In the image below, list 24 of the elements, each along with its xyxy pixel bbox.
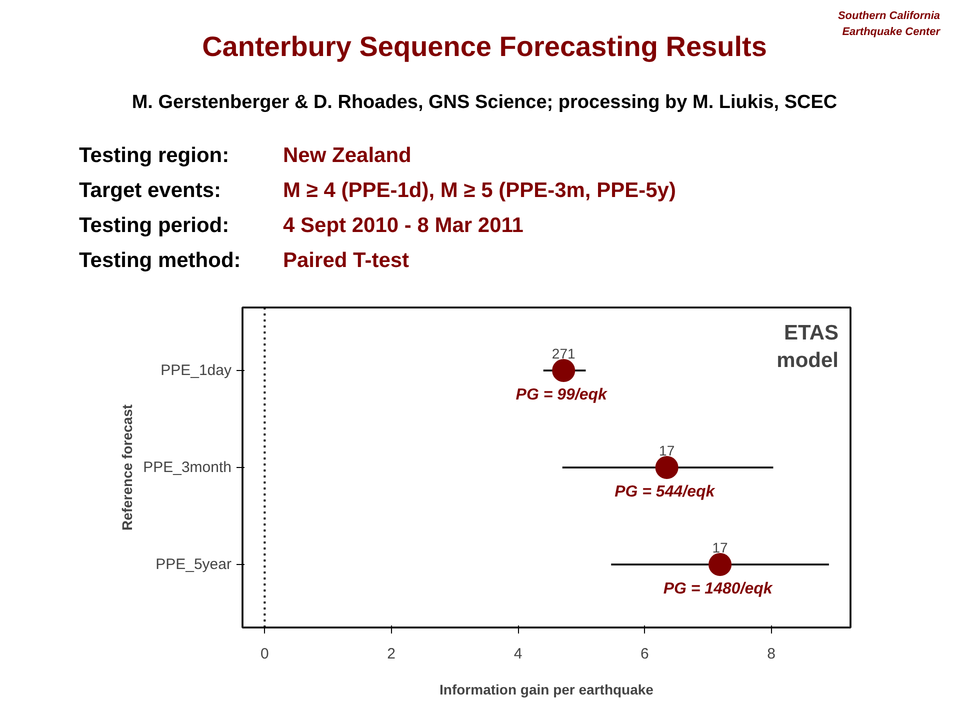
x-tick-label: 4 xyxy=(514,646,522,662)
text: Target events: M ≥ 4 (PPE-1d), M ≥ 5 (PPE-3m, PPE-5y) xyxy=(79,179,676,202)
chart-subtitle: M. Gerstenberger & D. Rhoades, GNS Science; processing by M. Liukis, SCEC xyxy=(130,91,838,115)
text: Testing method: Paired T-test xyxy=(79,249,410,272)
x-axis-title: Information gain per earthquake xyxy=(440,682,654,698)
y-tick-label: PPE_1day xyxy=(160,362,232,380)
annotation: 17 xyxy=(712,539,728,556)
annotation: 17 xyxy=(659,442,675,458)
x-tick-label: 0 xyxy=(260,646,269,662)
annotation: PG = 1480/eqk xyxy=(663,580,774,598)
annotation: PG = 544/eqk xyxy=(614,484,716,500)
text: Southern California Earthquake Center xyxy=(836,9,940,40)
y-axis-title: Reference forecast xyxy=(119,404,136,531)
annotation: ETAS model xyxy=(776,322,839,372)
x-tick-label: 2 xyxy=(387,646,396,662)
chart-title: Canterbury Sequence Forecasting Results xyxy=(202,31,767,62)
y-tick-label: PPE_5year xyxy=(156,556,232,573)
text: Testing region: New Zealand xyxy=(79,144,412,167)
x-tick-label: 6 xyxy=(640,646,649,662)
text: Testing period: 4 Sept 2010 - 8 Mar 2011 xyxy=(79,214,524,237)
annotation: PG = 99/eqk xyxy=(516,386,608,404)
x-tick-label: 8 xyxy=(767,646,776,662)
annotation: 271 xyxy=(552,346,576,362)
y-tick-label: PPE_3month xyxy=(143,459,232,476)
